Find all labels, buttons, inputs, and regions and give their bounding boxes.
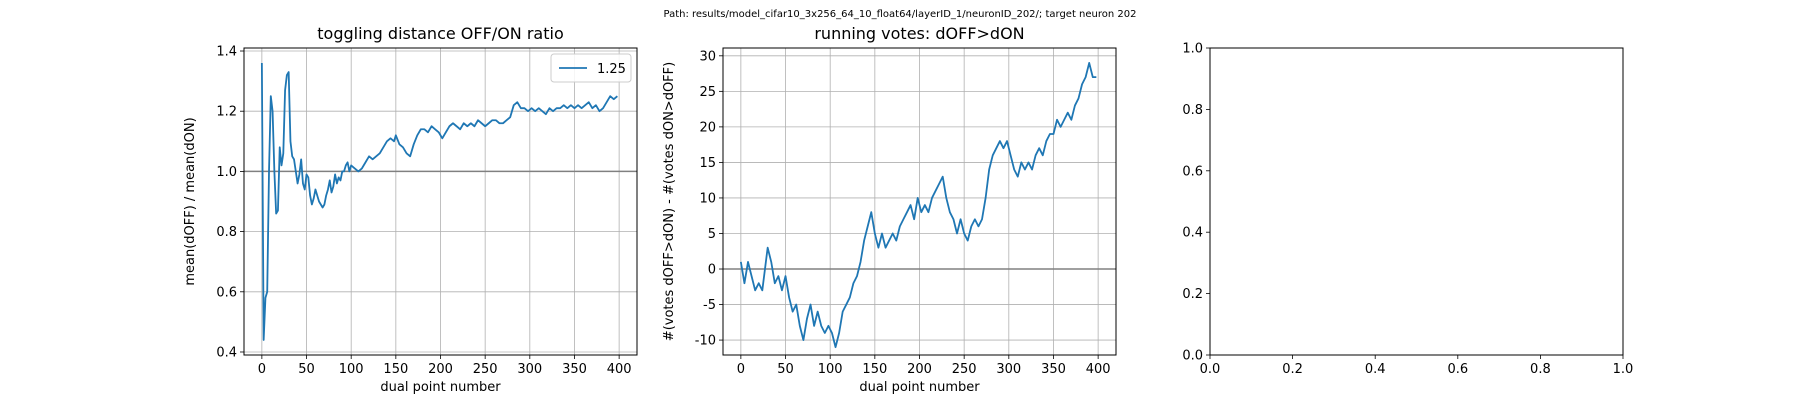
y-tick-label: 30 [699, 49, 716, 64]
x-tick-label: 0 [258, 362, 266, 377]
chart-panel-2: 0 50 100 150 200 250 300 350 400 -10 -5 0 5 10 15 20 25 3… [662, 24, 1116, 395]
x-tick-label: 150 [862, 362, 887, 377]
axes-frame [1210, 48, 1623, 355]
x-axis-label: dual point number [859, 380, 980, 395]
x-tick-label: 400 [1086, 362, 1111, 377]
y-tick-label: -5 [703, 298, 716, 313]
x-tick-label: 250 [952, 362, 977, 377]
x-tick-label: 0 [737, 362, 745, 377]
x-tick-label: 0.6 [1447, 362, 1468, 377]
x-tick-label: 250 [473, 362, 498, 377]
x-tick-label: 0.4 [1365, 362, 1386, 377]
y-tick-label: 1.2 [216, 105, 237, 120]
legend: 1.25 [551, 54, 631, 82]
y-tick-label: 20 [699, 120, 716, 135]
x-tick-label: 200 [907, 362, 932, 377]
x-tick-label: 350 [562, 362, 587, 377]
legend-label: 1.25 [597, 62, 626, 77]
x-tick-label: 200 [428, 362, 453, 377]
x-tick-label: 0.8 [1530, 362, 1551, 377]
y-tick-label: 5 [708, 227, 716, 242]
x-tick-label: 1.0 [1613, 362, 1634, 377]
y-tick-label: 0.4 [216, 345, 237, 360]
y-tick-label: 0.0 [1182, 349, 1203, 364]
y-tick-label: 0.4 [1182, 226, 1203, 241]
y-tick-label: 1.4 [216, 45, 237, 60]
y-tick-label: 1.0 [1182, 42, 1203, 57]
chart-panel-3: 0.0 0.2 0.4 0.6 0.8 1.0 0.0 0.2 0.4 0.6 0.8 1.0 [1182, 42, 1633, 378]
y-tick-label: 1.0 [216, 165, 237, 180]
y-tick-label: 25 [699, 85, 716, 100]
x-tick-label: 50 [298, 362, 315, 377]
series-line-1 [262, 63, 617, 340]
y-tick-label: 0 [708, 263, 716, 278]
x-tick-label: 300 [996, 362, 1021, 377]
y-tick-label: 0.6 [1182, 164, 1203, 179]
x-tick-label: 0.2 [1282, 362, 1303, 377]
x-tick-label: 150 [383, 362, 408, 377]
x-tick-label: 100 [339, 362, 364, 377]
x-tick-label: 350 [1041, 362, 1066, 377]
x-tick-label: 50 [777, 362, 794, 377]
y-tick-label: 0.8 [216, 225, 237, 240]
y-tick-label: 15 [699, 156, 716, 171]
y-axis-label: mean(dOFF) / mean(dON) [183, 117, 198, 285]
x-tick-label: 100 [818, 362, 843, 377]
y-tick-label: 10 [699, 191, 716, 206]
y-tick-label: -10 [695, 334, 716, 349]
y-axis-label: #(votes dOFF>dON) - #(votes dON>dOFF) [662, 62, 677, 341]
y-tick-label: 0.8 [1182, 103, 1203, 118]
chart-title: toggling distance OFF/ON ratio [317, 24, 563, 43]
figure-suptitle: Path: results/model_cifar10_3x256_64_10_… [664, 9, 1137, 20]
y-tick-label: 0.6 [216, 285, 237, 300]
x-tick-label: 0.0 [1200, 362, 1221, 377]
x-axis-label: dual point number [380, 380, 501, 395]
x-tick-label: 400 [607, 362, 632, 377]
x-tick-label: 300 [517, 362, 542, 377]
chart-panel-1: 0 50 100 150 200 250 300 350 400 0.4 0.6 0.8 1.0 1.2 1… [183, 24, 637, 395]
chart-title: running votes: dOFF>dON [814, 24, 1024, 43]
y-tick-label: 0.2 [1182, 287, 1203, 302]
